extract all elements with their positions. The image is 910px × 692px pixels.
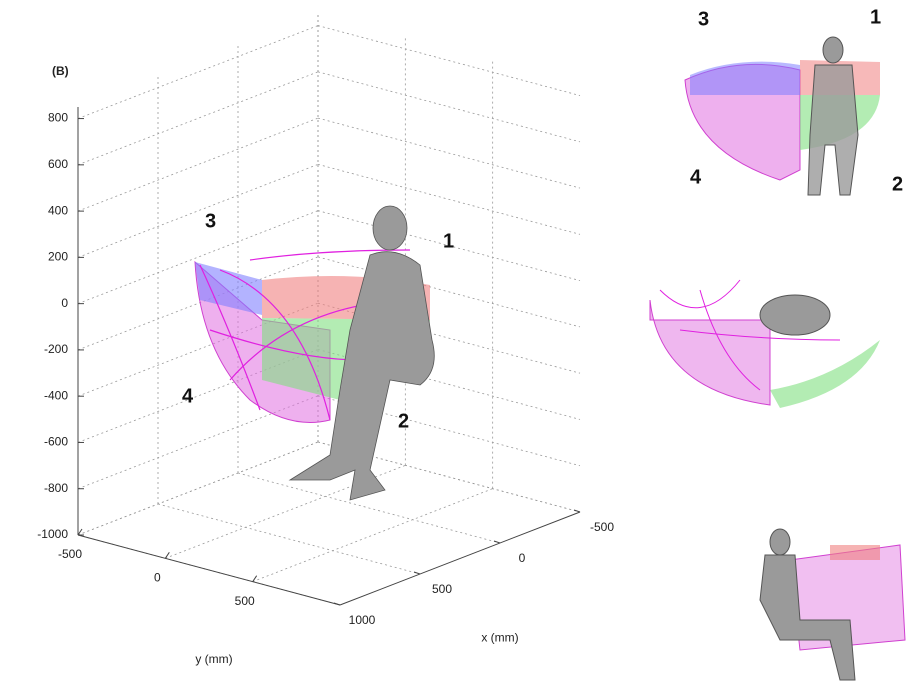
region-label: 1 (443, 230, 454, 252)
grid-line (318, 72, 580, 142)
grid-line (318, 118, 580, 188)
y-tick-label: 500 (235, 594, 255, 608)
y-axis-label: y (mm) (195, 652, 232, 666)
y-tick-label: -500 (58, 547, 82, 561)
tick-mark (253, 576, 257, 582)
inset-side (760, 529, 905, 680)
z-tick-label: 0 (61, 296, 68, 310)
grid-line (78, 442, 318, 535)
z-tick-label: -600 (44, 435, 68, 449)
grid-line (318, 26, 580, 96)
grid-line (78, 442, 318, 535)
grid-line (78, 26, 318, 119)
figure: (B) 8006004002000-200-400-600-800-1000-5… (0, 0, 910, 692)
axis-line (340, 512, 580, 605)
y-tick-label: 0 (154, 571, 161, 585)
z-tick-label: -400 (44, 388, 68, 402)
z-tick-label: 200 (48, 250, 68, 264)
region-label: 4 (690, 166, 702, 188)
grid-line (158, 504, 420, 574)
x-tick-label: 500 (432, 582, 452, 596)
x-tick-label: -500 (590, 520, 614, 534)
z-tick-label: -800 (44, 481, 68, 495)
grid-line (78, 118, 318, 211)
x-axis-label: x (mm) (481, 631, 518, 645)
region-label: 4 (182, 385, 194, 407)
z-tick-label: -1000 (37, 527, 68, 541)
tick-mark (165, 552, 169, 558)
inset-front (685, 37, 880, 195)
x-tick-label: 1000 (349, 613, 376, 627)
grid-line (78, 72, 318, 165)
region-label: 2 (892, 173, 903, 195)
region-label: 2 (398, 410, 409, 432)
panel-label: (B) (52, 64, 69, 78)
grid-line (253, 489, 493, 582)
axis-line (78, 535, 340, 605)
z-tick-label: 800 (48, 111, 68, 125)
region-label: 3 (205, 210, 216, 232)
region-label: 1 (870, 6, 881, 28)
tick-mark (78, 529, 82, 535)
inset-top (650, 280, 880, 408)
region-label: 3 (698, 8, 709, 30)
z-tick-label: 400 (48, 203, 68, 217)
grid-line (78, 164, 318, 257)
z-tick-label: 600 (48, 157, 68, 171)
z-tick-label: -200 (44, 342, 68, 356)
x-tick-label: 0 (519, 551, 526, 565)
grid-line (318, 164, 580, 234)
